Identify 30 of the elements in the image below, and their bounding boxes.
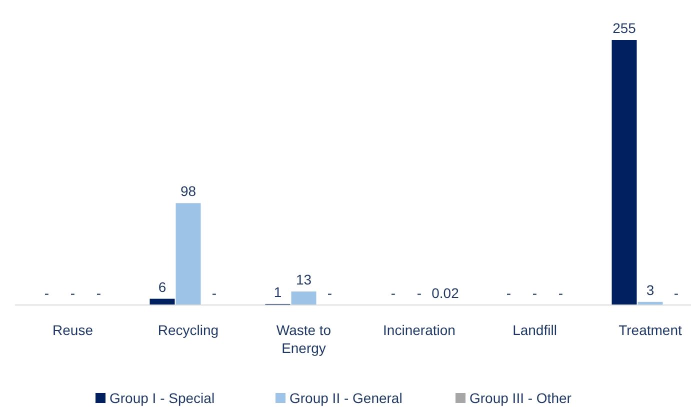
data-label: 98 — [180, 183, 196, 200]
legend-label: Group III - Other — [470, 390, 572, 406]
text: - — [532, 285, 538, 301]
x-tick-label: Incineration — [383, 322, 456, 338]
x-tick-label: Recycling — [158, 322, 219, 338]
bar — [176, 203, 201, 305]
legend-label: Group I - Special — [110, 390, 215, 406]
data-label: 6 — [158, 278, 166, 295]
data-label: 3 — [646, 282, 654, 298]
x-tick-label: Treatment — [618, 322, 682, 338]
x-tick-label: Reuse — [52, 322, 94, 338]
x-tick-label: Landfill — [512, 322, 557, 338]
text: - — [70, 285, 76, 301]
text: - — [327, 285, 332, 301]
text: - — [558, 285, 564, 301]
text: - — [674, 285, 679, 301]
text: - — [96, 285, 102, 301]
x-tick-label: Waste to Energy — [276, 322, 332, 356]
data-label: 1 — [274, 284, 282, 300]
bar — [291, 291, 316, 305]
text: - — [44, 285, 50, 301]
data-label: 13 — [296, 271, 312, 288]
data-label: 255 — [612, 20, 636, 36]
text: - — [390, 285, 396, 301]
data-label: 0.02 — [432, 284, 460, 301]
text: - — [416, 285, 422, 301]
bar — [612, 40, 637, 305]
text: - — [506, 285, 512, 301]
legend-label: Group II - General — [290, 390, 402, 406]
text: - — [212, 285, 217, 301]
